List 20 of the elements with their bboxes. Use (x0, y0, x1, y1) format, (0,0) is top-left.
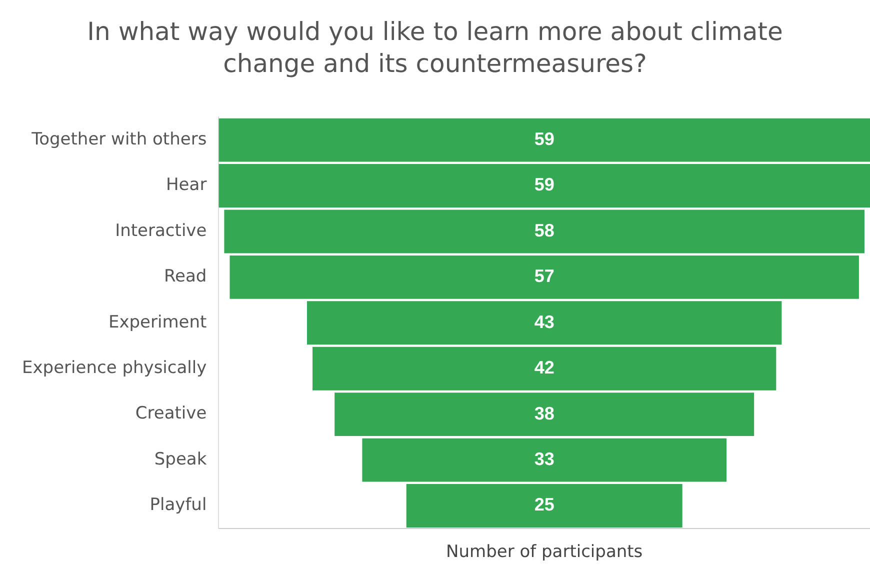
category-label: Experiment (108, 312, 208, 332)
category-label: Read (164, 266, 207, 287)
data-label: 25 (534, 494, 554, 515)
category-label: Together with others (30, 129, 207, 150)
data-label: 38 (534, 403, 554, 424)
category-label: Experience physically (22, 358, 207, 378)
data-label: 58 (534, 220, 554, 240)
category-label: Interactive (115, 220, 207, 241)
category-label: Speak (154, 449, 207, 470)
data-label: 42 (534, 358, 554, 378)
data-label: 59 (534, 129, 554, 150)
data-label: 59 (534, 174, 554, 195)
category-label: Creative (135, 404, 207, 424)
data-label: 43 (534, 312, 554, 332)
category-label: Hear (166, 175, 207, 196)
text: In what way would you like to learn more about climate change and its countermeasures? (86, 16, 784, 80)
data-label: 57 (534, 266, 554, 286)
category-label: Playful (150, 495, 207, 516)
text: Number of participants (446, 542, 643, 562)
data-label: 33 (534, 449, 554, 469)
